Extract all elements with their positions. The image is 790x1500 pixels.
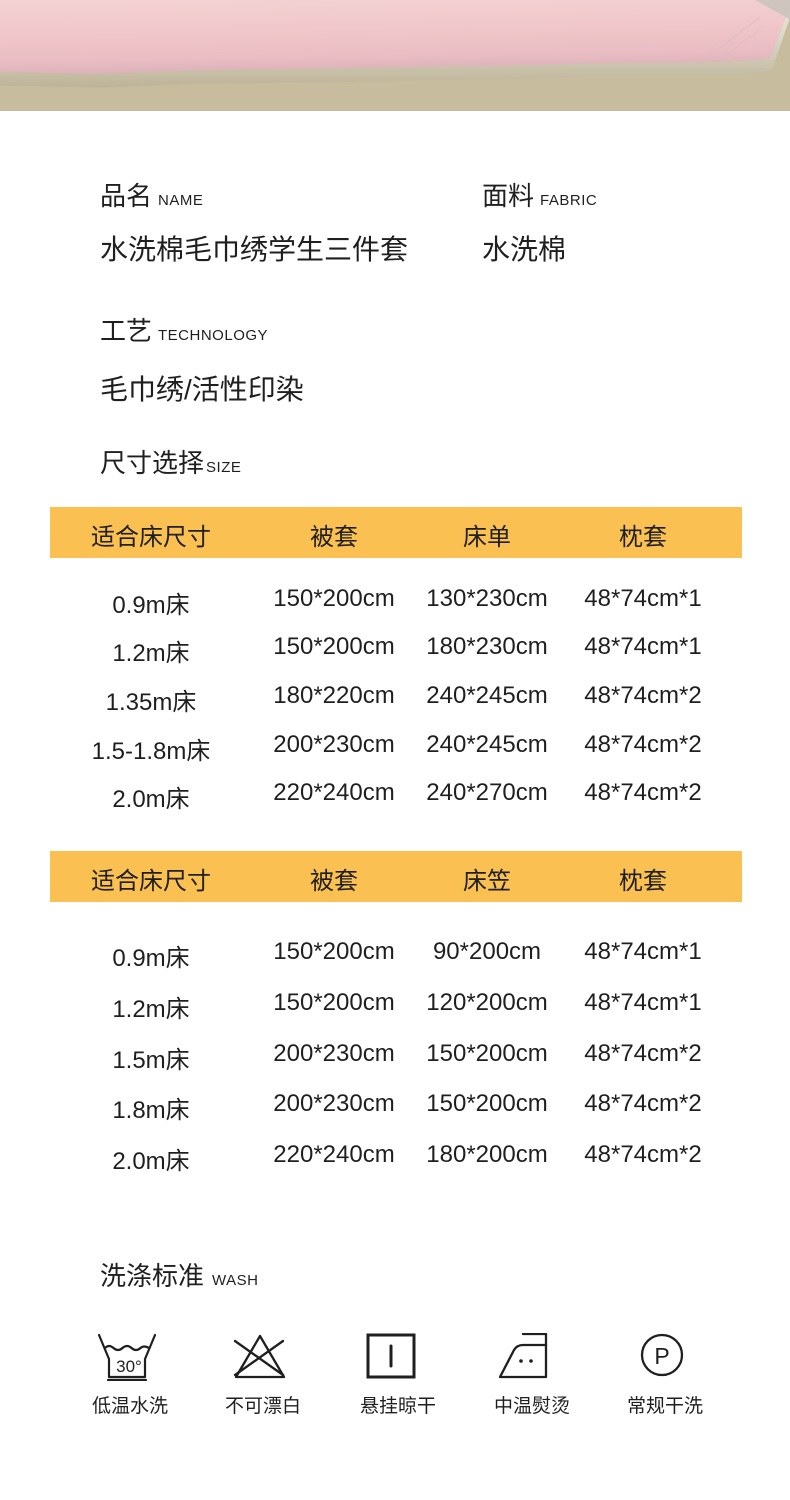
svg-text:P: P bbox=[654, 1343, 669, 1369]
svg-text:30°: 30° bbox=[116, 1357, 142, 1376]
